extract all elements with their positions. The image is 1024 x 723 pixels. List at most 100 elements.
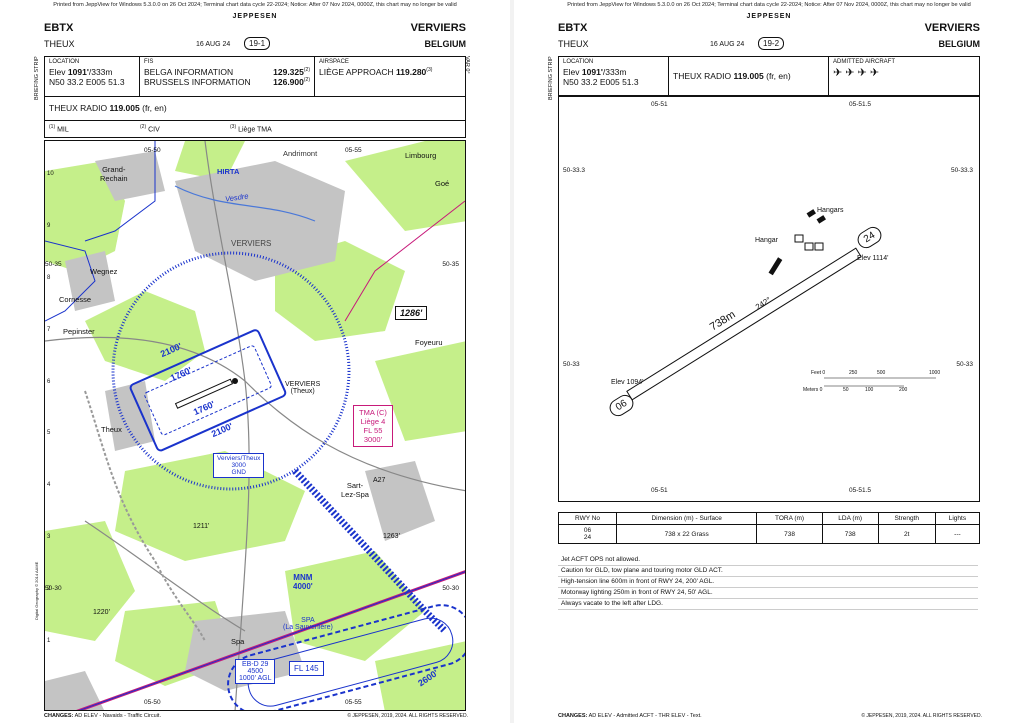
lon-label: 05-50 [144, 699, 161, 706]
eb-d-box: EB-D 29 4500 1000' AGL [235, 659, 276, 684]
scale-tick: 200 [899, 387, 908, 393]
place-foyeuru: Foyeuru [415, 338, 443, 347]
scale-meters-label: Meters 0 [803, 387, 823, 393]
lon-label: 05-51 [651, 487, 668, 494]
briefing-strip: LOCATION Elev 1091'/333m N50 33.2 E005 5… [558, 56, 980, 96]
place-verviers: VERVIERS [231, 239, 272, 248]
waypoint-hirta: HIRTA [217, 167, 240, 176]
scale-tick: 100 [865, 387, 874, 393]
runway-table: RWY No Dimension (m) - Surface TORA (m) … [557, 512, 981, 544]
ctr-box: Verviers/Theux 3000 GND [213, 453, 265, 478]
grid-number: 9 [47, 222, 51, 229]
runway-end-24: 24 [854, 223, 885, 252]
note-item: Motorway lighting 250m in front of RWY 2… [558, 588, 978, 600]
admitted-aircraft-cell: ADMITTED AIRCRAFT ✈ ✈ ✈ ✈ [833, 59, 896, 79]
place-andrimont: Andrimont [283, 149, 318, 158]
grid-numbers: 10 9 8 7 6 5 4 3 2 1 [47, 171, 54, 690]
spa-restricted-area [227, 604, 465, 710]
note-item: Jet ACFT OPS not allowed. [558, 555, 978, 567]
chart-number: 19-1 [244, 37, 271, 50]
print-notice: Printed from JeppView for Windows 5.3.0.… [567, 2, 971, 8]
airport-name: THEUX [558, 39, 589, 49]
briefing-strip: LOCATION Elev 1091'/333m N50 33.2 E005 5… [44, 56, 466, 138]
place-theux: Theux [101, 425, 122, 434]
lat-label: 50-35 [45, 261, 62, 268]
airport-code: EBTX [44, 22, 74, 34]
place-grand-rechain: Grand- Rechain [100, 165, 128, 183]
area-chart: 10 9 8 7 6 5 4 3 2 1 Andrimont Limbourg Goé Grand… [44, 140, 466, 711]
lat-label: 50-30 [45, 585, 62, 592]
tma-box: TMA (C) Liège 4 FL 55 3000' [353, 405, 393, 447]
grid-number: 5 [47, 430, 51, 437]
airspace-cell: AIRSPACE LIÈGE APPROACH 119.280(3) [319, 59, 433, 77]
boundary-inner [79, 571, 465, 710]
copyright: © JEPPESEN, 2019, 2024. ALL RIGHTS RESER… [347, 713, 468, 719]
roads [45, 141, 465, 710]
airport-diagram-svg [626, 209, 936, 401]
airport-notes: Jet ACFT OPS not allowed. Caution for GL… [558, 555, 978, 611]
location-cell: LOCATION Elev 1091'/333m N50 33.2 E005 5… [559, 57, 669, 95]
mnm-corridor [292, 468, 448, 634]
spot-elev-1211: 1211' [193, 523, 210, 530]
jeppesen-logo: JEPPESEN [746, 13, 792, 20]
airport-coords: N50 33.2 E005 51.3 [49, 77, 125, 88]
grid-number: 8 [47, 274, 51, 281]
lon-label: 05-55 [345, 699, 362, 706]
airport-symbol [232, 378, 238, 384]
runway-heading: 242° [753, 295, 773, 312]
city-name: VERVIERS [410, 22, 466, 34]
airport-label: VERVIERS (Theux) [285, 381, 321, 395]
table-row: 06 24 738 x 22 Grass 738 738 2t --- [557, 524, 981, 544]
fis-cell: FIS BELGA INFORMATION 129.325(2) BRUSSELS… [140, 57, 315, 96]
map-labels: 10 9 8 7 6 5 4 3 2 1 Andrimont Limbourg Goé Grand… [45, 141, 465, 710]
ctr-circle [111, 251, 351, 491]
changes: CHANGES: AD ELEV - Navaids - Traffic Cir… [44, 713, 161, 719]
scale-tick: 500 [877, 370, 886, 376]
label-hangars: Hangars [817, 207, 844, 214]
scale-bar [824, 377, 936, 387]
spot-elev-1263: 1263' [383, 533, 400, 540]
threshold-elev-06: Elev 1094' [611, 379, 644, 386]
chart-number: 19-2 [758, 37, 785, 50]
river-vesdre: Vesdre [224, 191, 250, 204]
lon-label: 05-51.5 [849, 101, 872, 108]
airport-diagram: 05-51 05-51.5 05-51 05-51.5 50-33.3 50-3… [558, 96, 980, 502]
lat-label: 50-30 [442, 585, 459, 592]
airport-name: THEUX [44, 39, 75, 49]
lat-label: 50-35 [442, 261, 459, 268]
place-pepinster: Pepinster [63, 327, 95, 336]
geography-copyright: Digital Geography © 2014 AAME [34, 561, 39, 620]
lon-label: 05-50 [144, 147, 161, 154]
print-notice: Printed from JeppView for Windows 5.3.0.… [53, 2, 457, 8]
airspace-edge [45, 240, 96, 322]
diagram-labels: 05-51 05-51.5 05-51 05-51.5 50-33.3 50-3… [559, 97, 979, 501]
circuit-alt: 2100' [158, 340, 184, 360]
grid-number: 3 [47, 534, 51, 541]
spot-elev-1286: 1286' [395, 306, 428, 320]
spa-airport: SPA (La Sauvenière) [283, 617, 333, 631]
radio-cell: THEUX RADIO 119.005 (fr, en) [669, 57, 829, 95]
lon-label: 05-51.5 [849, 487, 872, 494]
circuit-alt: 2100' [209, 420, 235, 440]
briefing-strip-label: BRIEFING STRIP [548, 56, 554, 100]
table-header-row: RWY No Dimension (m) - Surface TORA (m) … [557, 512, 981, 525]
lat-label: 50-33 [956, 361, 973, 368]
grid-number: 6 [47, 378, 51, 385]
circuit-alt: 1760' [168, 364, 194, 384]
road-a27: A27 [373, 477, 386, 484]
place-limbourg: Limbourg [405, 151, 437, 160]
traffic-circuit [129, 329, 287, 452]
label-hangar: Hangar [755, 237, 778, 244]
scale-feet-label: Feet 0 [811, 370, 826, 376]
chart-page-19-2: Printed from JeppView for Windows 5.3.0.… [514, 0, 1024, 723]
country-name: BELGIUM [938, 39, 981, 49]
jeppesen-logo: JEPPESEN [232, 13, 278, 20]
railway [84, 390, 206, 642]
tma-edge [344, 200, 465, 322]
lon-label: 05-55 [345, 147, 362, 154]
chart-page-19-1: Printed from JeppView for Windows 5.3.0.… [0, 0, 510, 723]
airspace-edge [84, 141, 156, 242]
circuit-alt: 1760' [191, 398, 217, 418]
lat-label: 50-33 [563, 361, 580, 368]
chart-date: 16 AUG 24 [710, 41, 745, 48]
